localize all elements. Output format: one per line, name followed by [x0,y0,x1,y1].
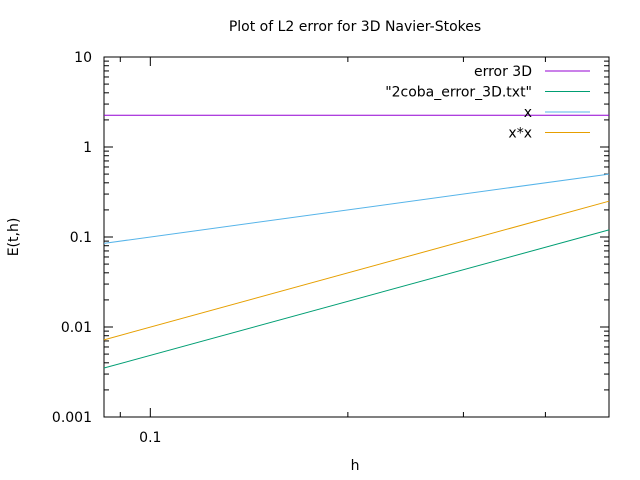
series-lines [103,114,610,369]
x-axis-label: h [351,458,360,474]
chart-title: Plot of L2 error for 3D Navier-Stokes [229,19,481,35]
legend-label: error 3D [474,64,532,80]
legend: error 3D "2coba_error_3D.txt"x x*x [385,64,590,142]
y-tick-label: 0.1 [70,230,92,246]
y-tick-label: 0.01 [61,320,92,336]
legend-label: "2coba_error_3D.txt" [385,85,532,101]
x-tick-label: 0.1 [139,430,161,446]
axis-ticks: 0.001 0.01 0.1 1 10 0.1 [52,50,609,446]
series-line-2 [103,173,610,244]
y-tick-label: 1 [83,140,92,156]
y-tick-label: 10 [74,50,92,66]
legend-label: x [524,105,532,121]
plot-area-border [103,56,610,418]
legend-label: x*x [508,126,532,142]
series-line-1 [103,229,610,369]
y-axis-label: E(t,h) [6,218,22,257]
y-tick-label: 0.001 [52,410,92,426]
series-line-3 [103,200,610,341]
